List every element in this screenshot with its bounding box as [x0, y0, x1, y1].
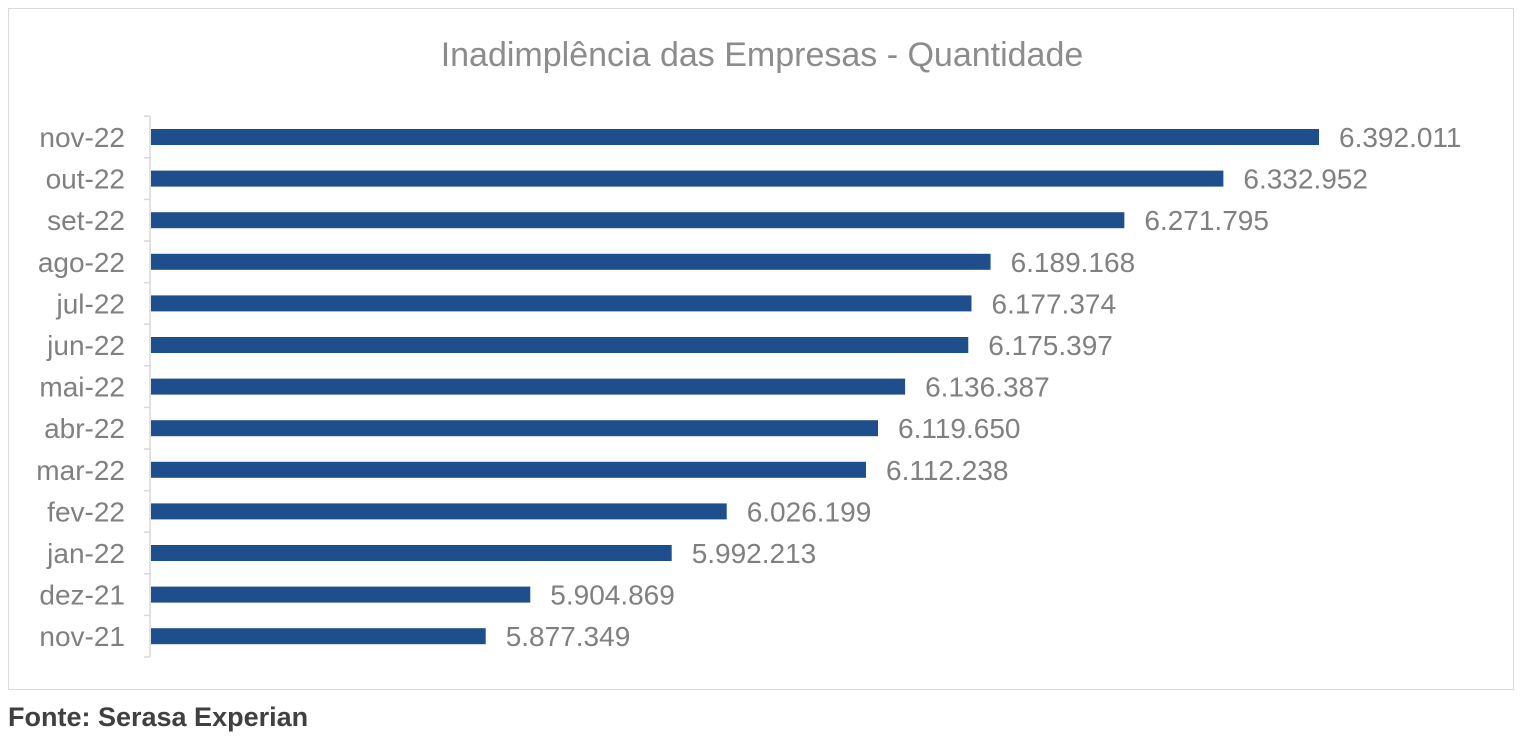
category-label: nov-22 — [39, 122, 125, 153]
category-label: set-22 — [47, 205, 125, 236]
source-note: Fonte: Serasa Experian — [8, 702, 309, 732]
bar — [151, 545, 672, 561]
data-label: 6.271.795 — [1144, 205, 1269, 236]
bar — [151, 212, 1125, 229]
bar — [151, 337, 969, 353]
bar — [151, 503, 727, 520]
category-label: ago-22 — [38, 247, 125, 278]
bar — [151, 461, 867, 478]
category-label: fev-22 — [47, 496, 125, 527]
data-label: 6.119.650 — [898, 413, 1021, 444]
bar-chart: Inadimplência das Empresas - Quantidade n… — [36, 36, 1462, 658]
data-label: 6.175.397 — [988, 330, 1113, 361]
chart-title: Inadimplência das Empresas - Quantidade — [441, 36, 1084, 74]
category-label: nov-21 — [39, 621, 125, 652]
bar — [151, 170, 1224, 187]
data-label: 6.332.952 — [1243, 164, 1368, 195]
category-label: mai-22 — [39, 372, 125, 403]
category-label: jun-22 — [46, 330, 125, 361]
data-label: 6.112.238 — [886, 455, 1009, 486]
bar — [151, 420, 879, 437]
data-label: 5.992.213 — [692, 538, 817, 569]
data-label: 5.904.869 — [550, 580, 675, 611]
bar — [151, 253, 991, 270]
category-label: mar-22 — [36, 455, 125, 486]
bar — [151, 586, 531, 603]
data-label: 6.177.374 — [991, 288, 1116, 319]
chart-frame: Inadimplência das Empresas - Quantidade n… — [8, 8, 1514, 690]
bar — [151, 378, 906, 395]
category-label: dez-21 — [39, 580, 125, 611]
category-label: jan-22 — [46, 538, 125, 569]
bar — [151, 295, 972, 312]
category-label: jul-22 — [56, 288, 125, 319]
data-label: 6.392.011 — [1339, 122, 1462, 153]
bar — [151, 628, 486, 645]
bar — [151, 129, 1319, 145]
category-label: abr-22 — [44, 413, 125, 444]
data-label: 6.189.168 — [1011, 247, 1136, 278]
data-label: 6.026.199 — [747, 496, 872, 527]
data-label: 5.877.349 — [506, 621, 631, 652]
category-label: out-22 — [46, 164, 125, 195]
data-label: 6.136.387 — [925, 372, 1050, 403]
